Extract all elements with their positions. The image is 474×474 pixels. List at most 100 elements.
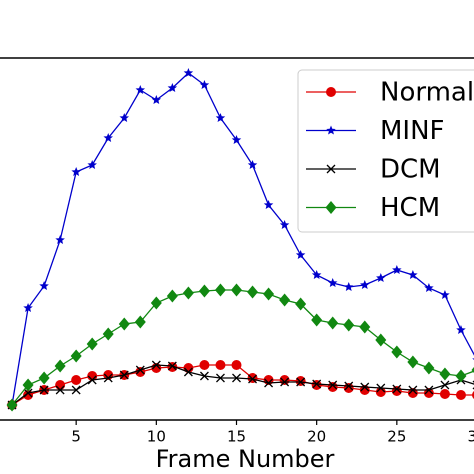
marker	[167, 361, 177, 371]
series-line	[11, 364, 474, 406]
marker	[295, 376, 306, 386]
marker	[311, 270, 322, 280]
marker	[344, 381, 354, 391]
marker	[102, 327, 114, 341]
marker	[231, 360, 242, 370]
marker	[39, 385, 49, 395]
marker	[279, 375, 290, 385]
x-axis-label: Frame Number	[156, 445, 335, 473]
marker	[455, 369, 467, 383]
marker	[248, 374, 257, 384]
marker	[39, 281, 49, 291]
marker	[295, 297, 307, 311]
x-tick-label: 10	[147, 428, 166, 446]
marker	[151, 95, 162, 105]
marker	[311, 313, 323, 327]
marker	[247, 373, 258, 383]
x-tick-label: 15	[227, 428, 246, 446]
x-tick-label: 30	[467, 428, 474, 446]
marker	[360, 382, 370, 392]
marker	[327, 382, 338, 392]
marker	[391, 386, 402, 396]
marker	[23, 303, 33, 313]
marker	[55, 380, 66, 390]
marker	[392, 384, 402, 394]
series	[7, 68, 474, 410]
marker	[54, 359, 66, 373]
marker	[247, 285, 259, 299]
marker	[328, 380, 338, 390]
marker	[326, 164, 336, 174]
marker	[264, 378, 274, 388]
x-tick-label: 25	[387, 428, 406, 446]
marker	[231, 135, 242, 145]
marker	[456, 325, 466, 335]
marker	[279, 293, 291, 307]
marker	[71, 167, 81, 177]
marker	[327, 278, 338, 288]
marker	[326, 125, 336, 135]
marker	[263, 287, 275, 301]
marker	[71, 385, 81, 395]
marker	[423, 361, 435, 375]
marker	[440, 380, 450, 390]
marker	[199, 371, 209, 381]
marker	[327, 316, 339, 330]
series-line	[11, 289, 474, 406]
marker	[71, 375, 82, 385]
marker	[135, 85, 146, 95]
legend-label: HCM	[380, 193, 440, 223]
marker	[311, 380, 322, 390]
series	[7, 360, 474, 410]
marker	[295, 250, 306, 260]
marker	[87, 160, 97, 170]
legend-label: MINF	[380, 116, 445, 146]
marker	[23, 388, 33, 398]
marker	[343, 318, 355, 332]
marker	[247, 160, 258, 170]
legend-label: Normal	[380, 78, 474, 108]
marker	[439, 367, 451, 381]
x-tick-label: 0	[0, 428, 1, 446]
legend-box	[297, 69, 474, 233]
marker	[103, 373, 113, 383]
marker	[87, 371, 98, 381]
marker	[359, 320, 371, 334]
marker	[151, 360, 161, 370]
marker	[135, 365, 145, 375]
marker	[119, 370, 129, 380]
marker	[134, 315, 146, 329]
series-line	[11, 364, 474, 406]
marker	[375, 387, 386, 397]
marker	[231, 283, 242, 297]
marker	[424, 283, 434, 293]
marker	[87, 375, 97, 385]
marker	[375, 333, 387, 347]
marker	[86, 337, 98, 351]
marker	[119, 113, 130, 123]
marker	[326, 87, 336, 97]
marker	[376, 383, 386, 393]
marker	[55, 385, 65, 395]
marker	[103, 133, 113, 143]
marker	[360, 280, 370, 290]
marker	[214, 283, 226, 297]
x-tick-label: 20	[307, 428, 326, 446]
marker	[22, 378, 34, 392]
marker	[199, 80, 210, 90]
marker	[183, 68, 194, 78]
marker	[215, 113, 226, 123]
series	[6, 283, 474, 412]
marker	[280, 377, 290, 387]
marker	[279, 220, 290, 230]
marker	[343, 383, 354, 393]
marker	[70, 349, 82, 363]
marker	[263, 200, 274, 210]
marker	[440, 290, 450, 300]
marker	[391, 345, 403, 359]
x-tick-label: 5	[71, 428, 81, 446]
marker	[216, 373, 225, 383]
marker	[55, 235, 65, 245]
legend-label: DCM	[380, 155, 441, 185]
